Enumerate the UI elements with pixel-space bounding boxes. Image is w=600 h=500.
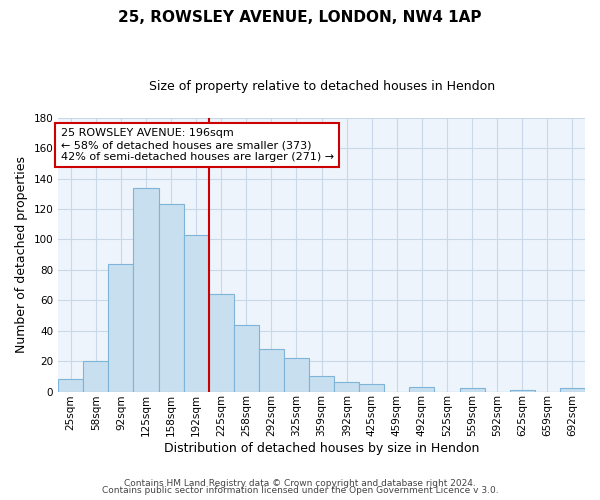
Bar (234, 324, 259, 392)
Bar (560, 388, 585, 392)
Bar (133, 188, 158, 392)
Bar (409, 387, 434, 392)
Bar (334, 382, 359, 392)
Bar (58, 380, 83, 392)
Bar (83, 361, 109, 392)
Bar (259, 349, 284, 392)
Text: Contains HM Land Registry data © Crown copyright and database right 2024.: Contains HM Land Registry data © Crown c… (124, 478, 476, 488)
Bar (109, 264, 133, 392)
Bar (284, 358, 309, 392)
Bar (184, 235, 209, 392)
X-axis label: Distribution of detached houses by size in Hendon: Distribution of detached houses by size … (164, 442, 479, 455)
Text: 25 ROWSLEY AVENUE: 196sqm
← 58% of detached houses are smaller (373)
42% of semi: 25 ROWSLEY AVENUE: 196sqm ← 58% of detac… (61, 128, 334, 162)
Bar (460, 388, 485, 392)
Bar (359, 384, 385, 392)
Text: 25, ROWSLEY AVENUE, LONDON, NW4 1AP: 25, ROWSLEY AVENUE, LONDON, NW4 1AP (118, 10, 482, 25)
Title: Size of property relative to detached houses in Hendon: Size of property relative to detached ho… (149, 80, 494, 93)
Text: Contains public sector information licensed under the Open Government Licence v : Contains public sector information licen… (101, 486, 499, 495)
Bar (510, 390, 535, 392)
Bar (309, 376, 334, 392)
Bar (209, 294, 234, 392)
Y-axis label: Number of detached properties: Number of detached properties (15, 156, 28, 353)
Bar (158, 204, 184, 392)
